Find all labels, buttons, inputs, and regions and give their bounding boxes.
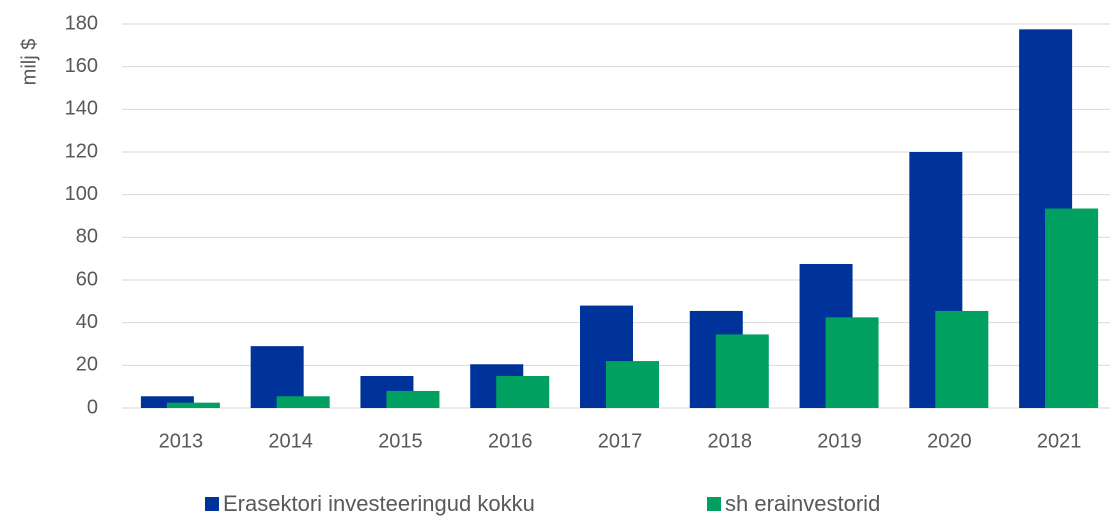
bar (715, 334, 769, 408)
x-tick-label: 2020 (927, 430, 972, 452)
y-tick-label: 180 (65, 12, 98, 34)
y-tick-label: 80 (76, 226, 98, 248)
x-tick-label: 2015 (378, 430, 423, 452)
x-tick-label: 2014 (268, 430, 313, 452)
x-tick-label: 2021 (1037, 430, 1082, 452)
bar (276, 396, 330, 408)
y-tick-label: 40 (76, 311, 98, 333)
bar (825, 317, 879, 408)
bar (166, 402, 220, 408)
x-tick-label: 2013 (159, 430, 204, 452)
bar (935, 310, 989, 408)
x-tick-label: 2019 (817, 430, 862, 452)
bar (1045, 208, 1099, 408)
y-tick-label: 120 (65, 140, 98, 162)
y-tick-label: 60 (76, 268, 98, 290)
bar (606, 361, 659, 408)
bar (496, 376, 550, 408)
legend-swatch (707, 497, 721, 511)
x-tick-label: 2016 (488, 430, 533, 452)
legend-swatch (205, 497, 219, 511)
y-tick-label: 140 (65, 98, 98, 120)
bar (140, 396, 194, 408)
y-tick-label: 160 (65, 55, 98, 77)
y-tick-label: 100 (65, 183, 98, 205)
y-tick-label: 20 (76, 354, 98, 376)
x-tick-label: 2017 (598, 430, 643, 452)
legend-text: sh erainvestorid (725, 491, 880, 516)
y-tick-label: 0 (87, 396, 98, 418)
bar (386, 390, 440, 408)
x-tick-label: 2018 (708, 430, 753, 452)
legend-text: Erasektori investeeringud kokku (223, 491, 535, 516)
y-axis-label: milj $ (18, 39, 40, 86)
